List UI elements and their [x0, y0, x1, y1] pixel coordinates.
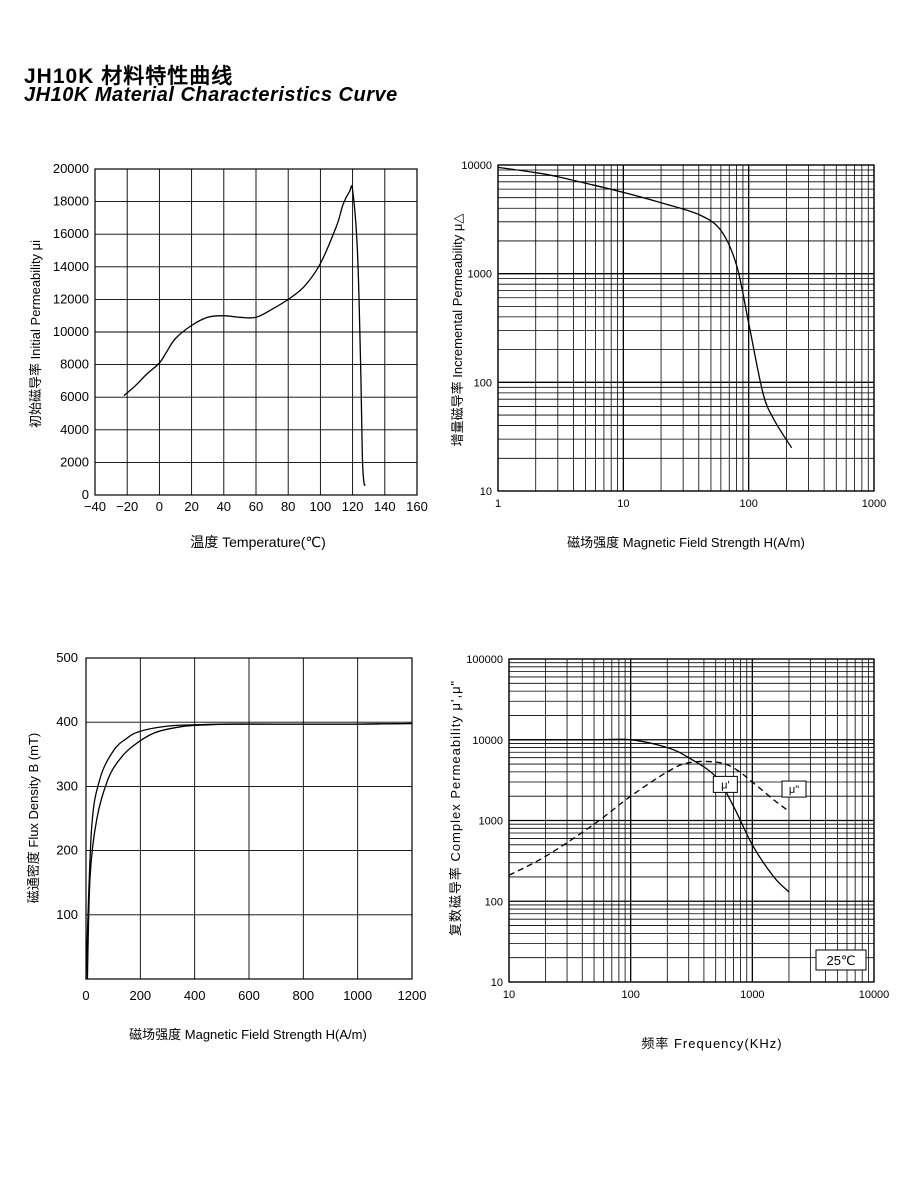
y-tick-label: 500 — [56, 650, 78, 665]
x-tick-label: 1200 — [398, 988, 427, 1003]
x-tick-label: 600 — [238, 988, 260, 1003]
x-tick-label: 0 — [82, 988, 89, 1003]
y-tick-label: 6000 — [60, 389, 89, 404]
chart-flux-density: 磁通密度 Flux Density B (mT) 磁场强度 Magnetic F… — [26, 650, 426, 1042]
y-tick-label: 2000 — [60, 454, 89, 469]
x-tick-label: 10000 — [859, 989, 890, 1001]
series-line-1 — [123, 185, 367, 486]
y-tick-label: 10 — [480, 486, 492, 498]
x-tick-label: 1 — [495, 498, 501, 510]
chart-initial-permeability: 初始磁导率 Initial Permeability μi 温度 Tempera… — [28, 161, 428, 550]
x-tick-label: 40 — [217, 499, 231, 514]
plot-frame — [497, 164, 875, 492]
y-tick-label: 10000 — [461, 160, 492, 172]
y-axis-title: 磁通密度 Flux Density B (mT) — [26, 733, 41, 903]
x-tick-label: 800 — [292, 988, 314, 1003]
x-tick-label: 0 — [156, 499, 163, 514]
y-tick-label: 16000 — [53, 226, 89, 241]
x-axis-title: 磁场强度 Magnetic Field Strength H(A/m) — [129, 1027, 367, 1042]
y-tick-label: 10000 — [472, 735, 503, 747]
y-tick-label: 14000 — [53, 259, 89, 274]
temperature-annotation-box — [815, 949, 867, 971]
y-tick-label: 18000 — [53, 194, 89, 209]
x-tick-label: 100 — [621, 989, 639, 1001]
chart-incremental-permeability: 增量磁导率 Incremental Permeability μ△ 磁场强度 M… — [450, 160, 886, 550]
plot-frame — [94, 168, 418, 496]
y-tick-label: 200 — [56, 843, 78, 858]
x-tick-label: 120 — [342, 499, 364, 514]
x-axis-title: 磁场强度 Magnetic Field Strength H(A/m) — [567, 535, 805, 550]
y-tick-label: 1000 — [479, 816, 503, 828]
x-tick-label: 1000 — [740, 989, 764, 1001]
plot-frame — [508, 658, 875, 983]
page-title-english: JH10K Material Characteristics Curve — [24, 84, 398, 106]
y-axis-title: 初始磁导率 Initial Permeability μi — [28, 240, 43, 428]
y-axis-title: 复数磁导率 Complex Permeability μ',μ" — [448, 680, 463, 936]
series-label-box — [781, 780, 807, 798]
x-tick-label: 100 — [739, 498, 757, 510]
series-line-2 — [86, 722, 413, 980]
y-axis-title: 增量磁导率 Incremental Permeability μ△ — [450, 214, 465, 447]
x-tick-label: 160 — [406, 499, 428, 514]
series-label: μ" — [789, 784, 799, 796]
series-line-1 — [509, 738, 790, 893]
x-tick-label: 10 — [617, 498, 629, 510]
x-tick-label: 200 — [129, 988, 151, 1003]
x-axis-title: 频率 Frequency(KHz) — [641, 1036, 782, 1051]
y-tick-label: 20000 — [53, 161, 89, 176]
plot-frame — [85, 657, 413, 980]
x-tick-label: 1000 — [862, 498, 886, 510]
y-tick-label: 10 — [491, 977, 503, 989]
x-tick-label: 20 — [184, 499, 198, 514]
y-tick-label: 12000 — [53, 291, 89, 306]
x-tick-label: 80 — [281, 499, 295, 514]
y-tick-label: 300 — [56, 778, 78, 793]
x-tick-label: 10 — [503, 989, 515, 1001]
y-tick-label: 4000 — [60, 422, 89, 437]
y-tick-label: 100 — [485, 896, 503, 908]
page-title-chinese: JH10K 材料特性曲线 — [24, 65, 234, 88]
chart-complex-permeability: 复数磁导率 Complex Permeability μ',μ" 频率 Freq… — [448, 654, 889, 1051]
series-line-2 — [508, 760, 790, 876]
series-label: μ' — [721, 779, 729, 791]
x-tick-label: −40 — [84, 499, 106, 514]
series-line-1 — [497, 166, 793, 449]
y-tick-label: 100000 — [466, 654, 503, 666]
x-tick-label: 400 — [184, 988, 206, 1003]
y-tick-label: 1000 — [468, 269, 492, 281]
x-tick-label: 60 — [249, 499, 263, 514]
y-tick-label: 100 — [474, 377, 492, 389]
y-tick-label: 400 — [56, 714, 78, 729]
x-tick-label: 1000 — [343, 988, 372, 1003]
y-tick-label: 10000 — [53, 324, 89, 339]
x-tick-label: 140 — [374, 499, 396, 514]
y-tick-label: 8000 — [60, 357, 89, 372]
series-label-box — [712, 775, 738, 793]
x-tick-label: −20 — [116, 499, 138, 514]
temperature-annotation: 25℃ — [826, 953, 855, 968]
x-axis-title: 温度 Temperature(℃) — [190, 534, 326, 550]
y-tick-label: 0 — [82, 487, 89, 502]
x-tick-label: 100 — [310, 499, 332, 514]
y-tick-label: 100 — [56, 907, 78, 922]
